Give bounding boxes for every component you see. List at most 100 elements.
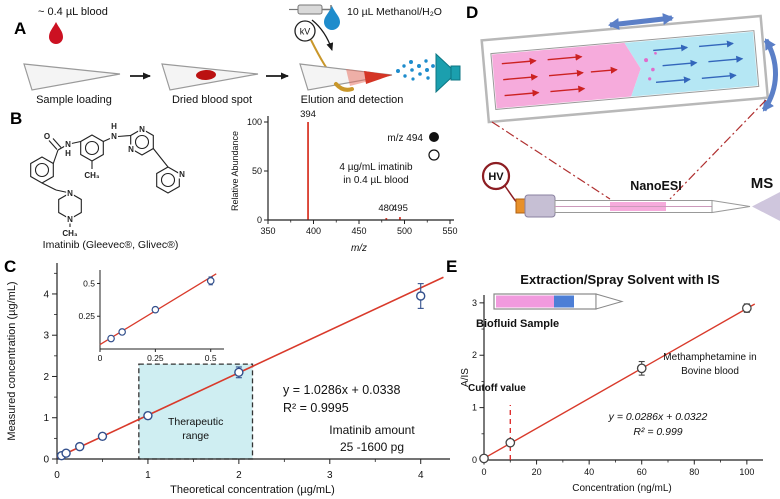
atom-labels: O N H CH₃ H N N N N N N CH₃ [42, 121, 186, 240]
y-tick-label: 0 [43, 455, 49, 466]
mixing-droplets [644, 51, 657, 81]
cutoff-value-label: Cutoff value [468, 383, 526, 394]
dbs-paper-blank [23, 63, 121, 91]
y-tick-label: 0 [257, 215, 262, 225]
x-axis-title: Theoretical concentration (µg/mL) [170, 484, 335, 496]
data-point [636, 363, 647, 374]
y-axis-title: Measured concentration (µg/mL) [6, 281, 18, 440]
x-axis-title: Concentration (ng/mL) [572, 483, 672, 494]
step-label-1: Sample loading [36, 94, 112, 106]
equation-label: y = 1.0286x + 0.0338 [283, 383, 401, 397]
y-axis-title: Relative Abundance [230, 131, 240, 211]
ms-inlet-funnel-icon [435, 52, 461, 94]
panel-a-label: A [14, 19, 27, 38]
fit-line [483, 303, 756, 459]
biofluid-segment [496, 295, 554, 308]
syringe-pump-icon [289, 4, 332, 15]
emitter-tip [711, 199, 751, 214]
data-point [143, 410, 153, 421]
calibration-plot: Therapeutic range 0 1 2 3 4 0 1 2 3 4 Theoretical co… [6, 263, 450, 496]
imatinib-structure: O N H CH₃ H N N N N N N CH₃ [30, 121, 187, 240]
x-tick-label: 60 [637, 467, 647, 477]
inset-data-point [151, 305, 160, 314]
atom-label: N [139, 125, 145, 134]
methamphetamine-calibration-chart: 0 20 40 60 80 100 0 1 2 3 Concentration (ng/mL) A/I… [460, 272, 763, 494]
amount-note: 25 -1600 pg [340, 440, 404, 454]
y-tick-label: 3 [472, 298, 477, 308]
solvent-flow-arrows [653, 40, 744, 84]
peak-label: 394 [300, 109, 316, 120]
zoom-guide-line [669, 99, 767, 200]
y-tick-label: 1 [43, 413, 49, 424]
dried-blood-spot [196, 69, 216, 81]
x-tick-label: 40 [584, 467, 594, 477]
analyte-label: Methamphetamine in [663, 352, 756, 363]
inset-x-tick-label: 0.5 [205, 353, 217, 363]
legend-filled-circle-icon [429, 132, 439, 142]
panel-e-label: E [446, 257, 458, 276]
nanoesi-capillary [515, 194, 751, 218]
legend-label: m/z 494 [387, 133, 423, 144]
x-tick-label: 0 [481, 467, 486, 477]
ms-label: MS [751, 175, 774, 192]
r-squared-label: R² = 0.9995 [283, 401, 349, 415]
panel-b-label: B [10, 109, 23, 128]
atom-label: N [179, 170, 185, 179]
spectrum-plot: 350 400 450 500 550 0 50 100 m/z Relative Abundan… [230, 109, 458, 254]
solvent-label: 10 µL Methanol/H₂O [347, 6, 442, 18]
x-tick-label: 450 [351, 226, 366, 236]
device-tip [595, 293, 624, 310]
x-tick-label: 3 [327, 470, 333, 481]
elution-tip [364, 71, 392, 84]
analyte-label: Bovine blood [681, 366, 739, 377]
biofluid-sample-label: Biofluid Sample [476, 318, 559, 330]
kv-supply-icon [294, 20, 316, 42]
atom-label: O [44, 132, 50, 141]
panel-c-label: C [4, 257, 17, 276]
structure-bonds [30, 128, 180, 227]
atom-label: H [111, 122, 117, 131]
oscillation-arrow-horizontal [608, 13, 674, 30]
amount-note: Imatinib amount [329, 423, 415, 437]
spray-plume-dots [396, 59, 435, 81]
fit-line [56, 276, 444, 459]
atom-label: N [111, 132, 117, 141]
inset-x-tick-label: 0.25 [147, 353, 164, 363]
peak-label: 480 [378, 203, 394, 214]
peak-label: 495 [392, 203, 408, 214]
inset-data-point [118, 328, 126, 336]
fitting [524, 194, 556, 218]
solvent-droplet-icon [324, 6, 340, 30]
nanoesi-label: NanoESI [630, 179, 681, 193]
y-tick-label: 1 [472, 403, 477, 413]
blood-droplet-icon [49, 22, 63, 44]
y-tick-label: 2 [472, 350, 477, 360]
connection-arrow [311, 19, 334, 51]
data-point [416, 291, 426, 301]
inset-data-point [206, 277, 215, 285]
data-point [479, 453, 489, 464]
microfluidic-chip [480, 14, 770, 124]
legend-open-circle-icon [428, 149, 440, 161]
sample-zone [491, 42, 641, 109]
solvent-zone [624, 31, 758, 97]
y-tick-label: 4 [43, 289, 49, 300]
x-tick-label: 550 [442, 226, 457, 236]
data-point [742, 303, 752, 313]
x-tick-label: 4 [418, 470, 424, 481]
r-squared-label: R² = 0.999 [633, 426, 682, 438]
x-tick-label: 350 [260, 226, 275, 236]
spray-cone [752, 192, 780, 221]
x-tick-label: 100 [739, 467, 754, 477]
panel-a-workflow: ~ 0.4 µL blood Sample loading Dried bloo… [23, 4, 461, 106]
electrode [515, 198, 526, 214]
hv-label: HV [488, 171, 504, 183]
data-point [75, 441, 85, 452]
atom-label: N [67, 189, 73, 198]
therapeutic-range-band [138, 363, 254, 460]
y-axis-title: A/IS [460, 368, 471, 387]
band-label: Therapeutic [168, 416, 223, 428]
y-tick-label: 100 [247, 117, 262, 127]
x-tick-label: 500 [397, 226, 412, 236]
